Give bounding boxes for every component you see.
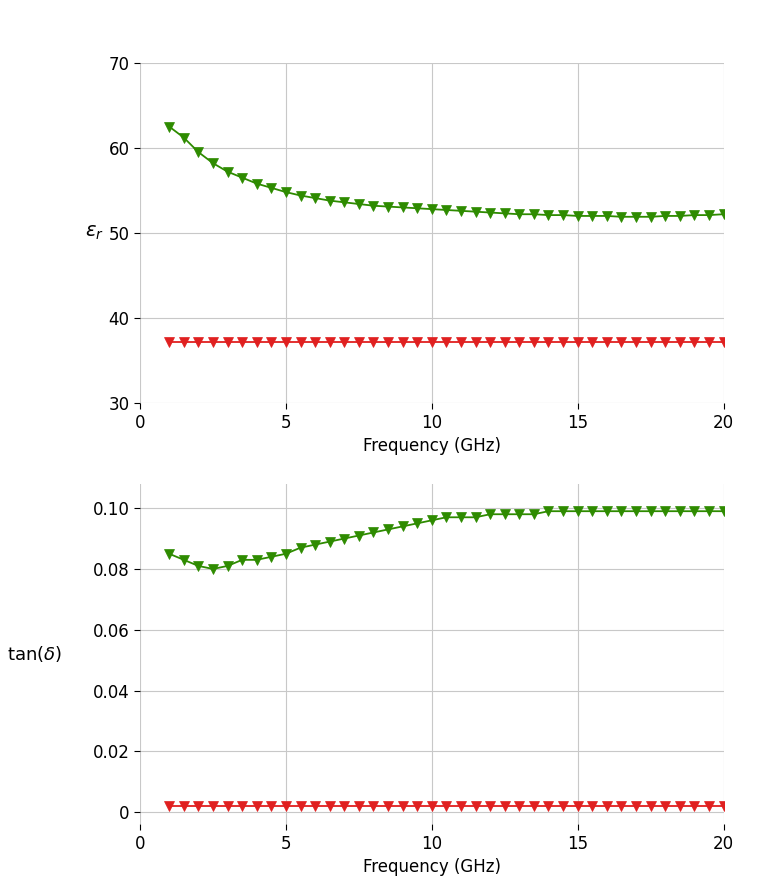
X-axis label: Frequency (GHz): Frequency (GHz)	[363, 858, 501, 876]
Y-axis label: tan($\delta$): tan($\delta$)	[7, 644, 62, 664]
Y-axis label: $\varepsilon_r$: $\varepsilon_r$	[85, 223, 104, 243]
X-axis label: Frequency (GHz): Frequency (GHz)	[363, 437, 501, 455]
